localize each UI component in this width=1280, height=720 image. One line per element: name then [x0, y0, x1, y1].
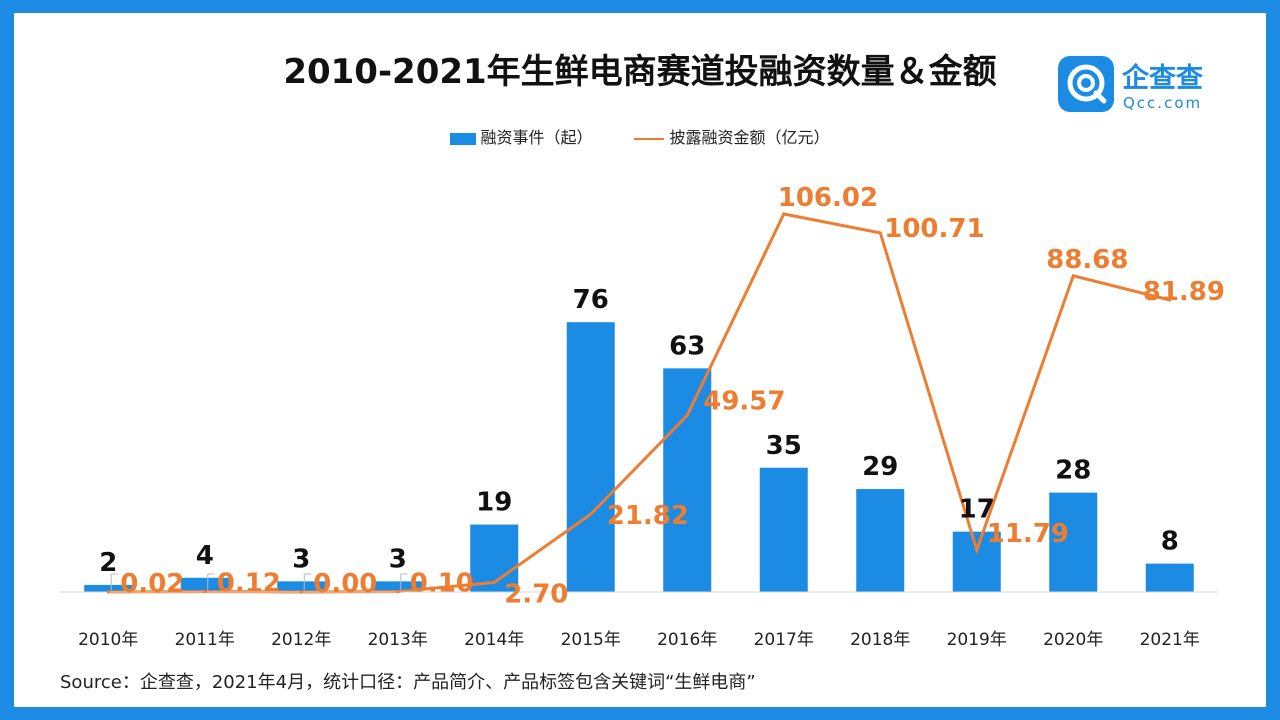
- source-note: Source：企查查，2021年4月，统计口径：产品简介、产品标签包含关键词“生…: [60, 672, 756, 693]
- x-tick-label: 2021年: [1140, 630, 1200, 650]
- line-point-1: [106, 590, 110, 594]
- bar-1: [84, 584, 133, 592]
- bar-10: [952, 531, 1001, 592]
- line-value-label: 0.02: [120, 569, 184, 599]
- line-point-10: [975, 548, 979, 552]
- legend-bar-label: 融资事件（起）: [480, 128, 593, 147]
- bar-12: [1145, 563, 1194, 592]
- x-tick-label: 2016年: [657, 630, 717, 650]
- bar-2: [180, 577, 229, 592]
- line-point-9: [878, 231, 882, 235]
- line-value-label: 2.70: [504, 579, 568, 609]
- line-point-8: [782, 212, 786, 216]
- bar-4: [373, 581, 422, 592]
- bar-value-label: 29: [862, 452, 898, 482]
- line-point-7: [685, 413, 689, 417]
- logo-domain: Qcc.com: [1123, 94, 1203, 112]
- bar-value-label: 2: [99, 548, 117, 578]
- qcc-logo-icon: [1058, 56, 1114, 112]
- line-point-4: [396, 590, 400, 594]
- x-tick-label: 2013年: [368, 630, 428, 650]
- line-point-12: [1168, 298, 1172, 302]
- chart-legend: 融资事件（起） 披露融资金额（亿元）: [0, 124, 1280, 148]
- line-value-label: 88.68: [1046, 245, 1128, 275]
- line-value-label: 106.02: [778, 183, 878, 213]
- x-tick-label: 2011年: [175, 630, 235, 650]
- legend-item-bar: 融资事件（起）: [450, 124, 592, 148]
- line-point-6: [589, 512, 593, 516]
- bar-7: [663, 368, 712, 592]
- bar-value-label: 17: [959, 495, 995, 525]
- x-tick-label: 2012年: [271, 630, 331, 650]
- x-tick-label: 2010年: [78, 630, 138, 650]
- line-value-label: 0.10: [410, 569, 474, 599]
- x-tick-label: 2015年: [561, 630, 621, 650]
- line-point-2: [203, 590, 207, 594]
- line-point-11: [1071, 274, 1075, 278]
- line-value-label: 0.12: [217, 569, 281, 599]
- x-tick-label: 2017年: [754, 630, 814, 650]
- legend-bar-swatch: [450, 132, 477, 145]
- chart-title: 2010-2021年生鲜电商赛道投融资数量＆金额: [283, 52, 997, 92]
- bar-value-label: 4: [196, 541, 214, 571]
- bar-6: [566, 322, 615, 592]
- line-point-5: [492, 580, 496, 584]
- x-tick-label: 2014年: [464, 630, 524, 650]
- x-tick-label: 2019年: [947, 630, 1007, 650]
- line-value-label: 11.79: [987, 519, 1069, 549]
- bar-value-label: 3: [389, 544, 407, 574]
- x-tick-label: 2020年: [1043, 630, 1103, 650]
- line-value-label: 0.00: [313, 569, 377, 599]
- logo-name: 企查查: [1122, 63, 1203, 94]
- bar-8: [759, 467, 808, 592]
- bar-value-label: 63: [669, 331, 705, 361]
- bar-value-label: 8: [1161, 527, 1179, 557]
- line-value-label: 81.89: [1143, 277, 1225, 307]
- line-value-label: 21.82: [607, 501, 689, 531]
- bar-value-label: 28: [1055, 456, 1091, 486]
- bar-11: [1049, 492, 1098, 592]
- bar-value-label: 76: [573, 285, 609, 315]
- legend-item-line: 披露融资金额（亿元）: [633, 124, 830, 148]
- line-value-label: 49.57: [703, 386, 785, 416]
- bar-value-label: 35: [766, 431, 802, 461]
- legend-line-label: 披露融资金额（亿元）: [669, 128, 830, 147]
- bar-value-label: 19: [476, 488, 512, 518]
- x-tick-label: 2018年: [850, 630, 910, 650]
- line-point-3: [299, 590, 303, 594]
- bar-value-label: 3: [292, 544, 310, 574]
- bar-9: [856, 489, 905, 592]
- line-value-label: 100.71: [884, 214, 984, 244]
- legend-line-swatch: [633, 137, 664, 140]
- bar-3: [277, 581, 326, 592]
